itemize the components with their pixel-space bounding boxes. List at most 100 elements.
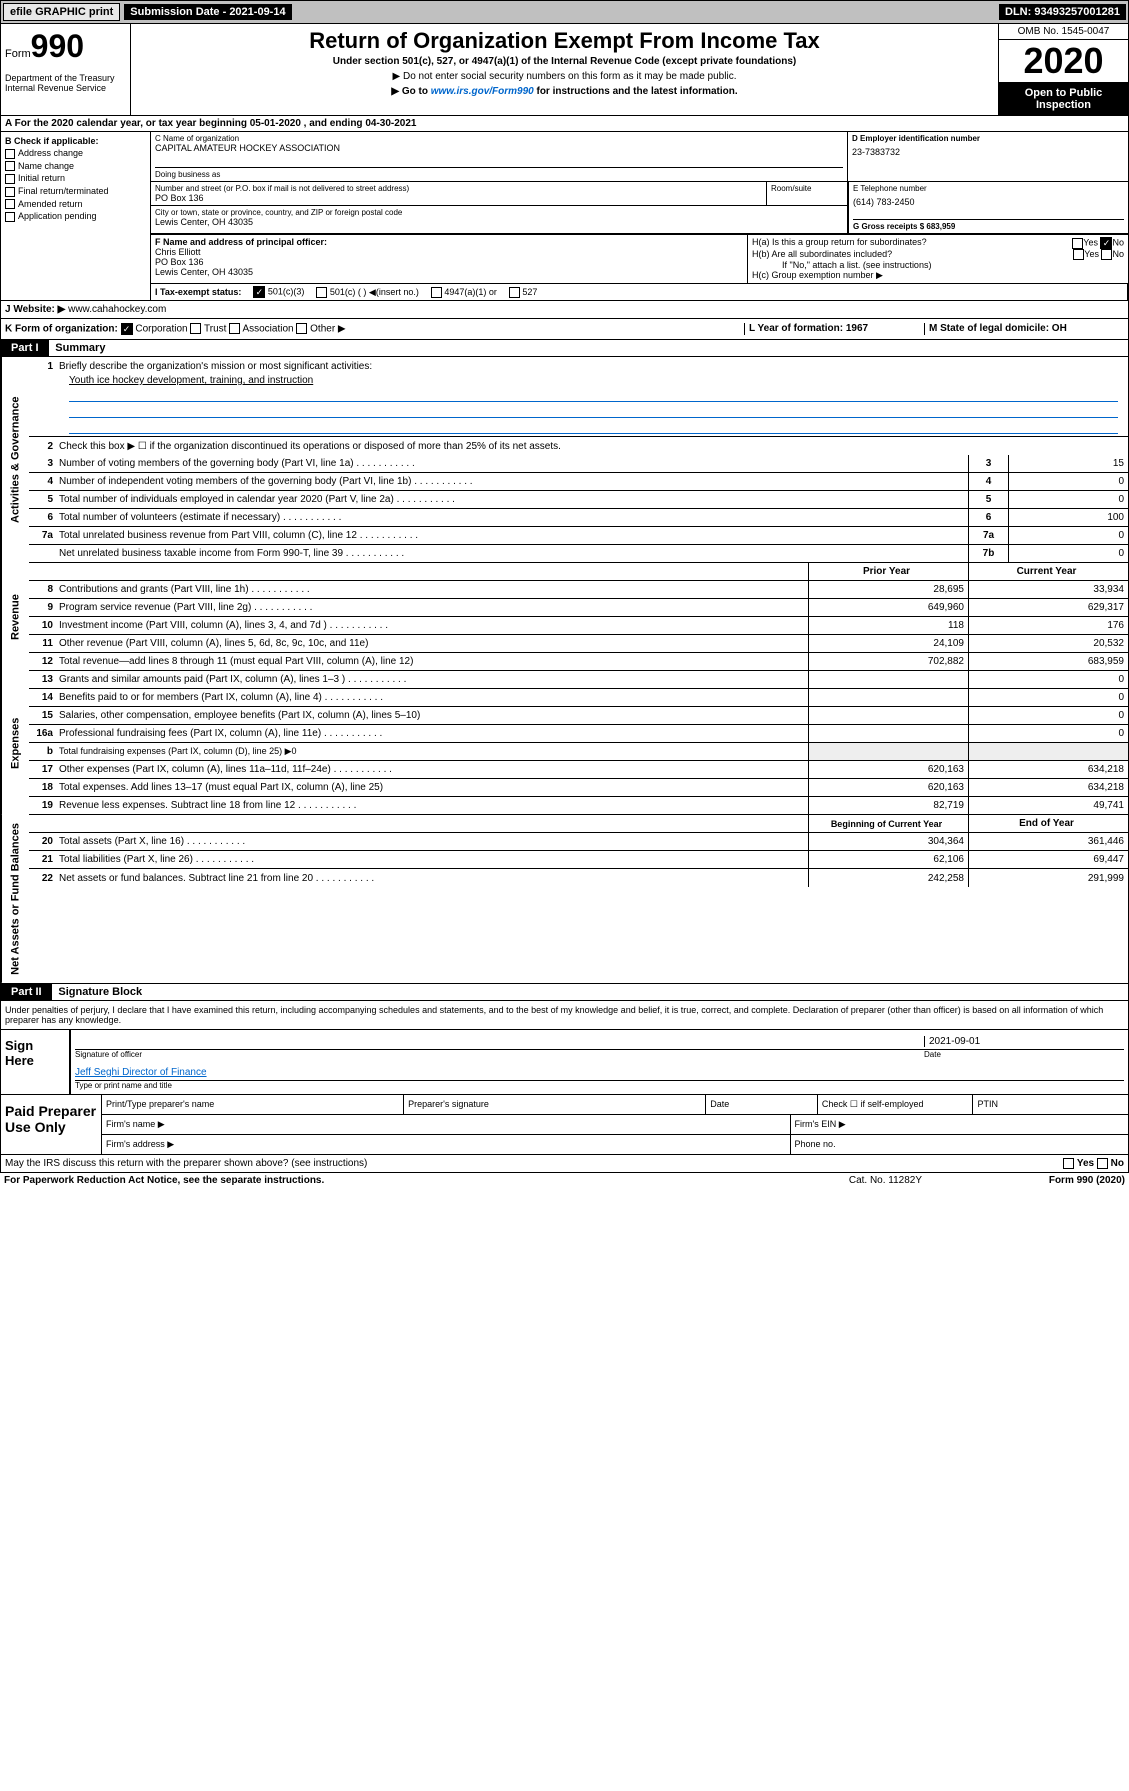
omb-number: OMB No. 1545-0047 — [999, 24, 1128, 40]
section-b: B Check if applicable: Address change Na… — [1, 132, 151, 300]
check-527[interactable] — [509, 287, 520, 298]
section-f: F Name and address of principal officer:… — [151, 235, 748, 283]
row-k: K Form of organization: ✓ Corporation Tr… — [0, 319, 1129, 340]
rev11-prior: 24,109 — [808, 635, 968, 652]
check-other[interactable] — [296, 323, 307, 334]
phone-label: E Telephone number — [853, 184, 1124, 193]
check-association[interactable] — [229, 323, 240, 334]
side-expenses: Expenses — [1, 671, 29, 815]
check-trust[interactable] — [190, 323, 201, 334]
gross-receipts: G Gross receipts $ 683,959 — [853, 219, 1124, 231]
form-subtitle: Under section 501(c), 527, or 4947(a)(1)… — [135, 56, 994, 67]
sign-date: 2021-09-01 — [924, 1036, 1124, 1047]
line7b-desc: Net unrelated business taxable income fr… — [59, 546, 968, 561]
section-bcdefgh: B Check if applicable: Address change Na… — [0, 132, 1129, 301]
firm-name: Firm's name ▶ — [102, 1115, 791, 1134]
exp16a-curr: 0 — [968, 725, 1128, 742]
line6-desc: Total number of volunteers (estimate if … — [59, 510, 968, 525]
line4-desc: Number of independent voting members of … — [59, 474, 968, 489]
line7b-val: 0 — [1008, 545, 1128, 562]
line6-val: 100 — [1008, 509, 1128, 526]
discuss-no[interactable] — [1097, 1158, 1108, 1169]
exp17-prior: 620,163 — [808, 761, 968, 778]
rev10-curr: 176 — [968, 617, 1128, 634]
check-final-return[interactable]: Final return/terminated — [5, 186, 146, 197]
sign-here-label: Sign Here — [1, 1030, 71, 1094]
inspection-notice: Open to Public Inspection — [999, 83, 1128, 115]
irs-link[interactable]: www.irs.gov/Form990 — [431, 86, 534, 97]
section-cdefg: C Name of organization CAPITAL AMATEUR H… — [151, 132, 1128, 300]
side-governance: Activities & Governance — [1, 357, 29, 563]
form-footer: Form 990 (2020) — [1049, 1175, 1125, 1186]
line5-val: 0 — [1008, 491, 1128, 508]
cat-no: Cat. No. 11282Y — [849, 1175, 1049, 1186]
submission-date: Submission Date - 2021-09-14 — [124, 4, 291, 20]
check-corporation[interactable]: ✓ — [121, 323, 133, 335]
part2-header: Part II Signature Block — [0, 984, 1129, 1001]
rev12-prior: 702,882 — [808, 653, 968, 670]
city: Lewis Center, OH 43035 — [155, 217, 843, 227]
city-label: City or town, state or province, country… — [155, 208, 843, 217]
firm-addr: Firm's address ▶ — [102, 1135, 791, 1154]
rev9-curr: 629,317 — [968, 599, 1128, 616]
na22-curr: 291,999 — [968, 869, 1128, 887]
summary-netassets: Net Assets or Fund Balances Beginning of… — [0, 815, 1129, 984]
line3-val: 15 — [1008, 455, 1128, 472]
line3-desc: Number of voting members of the governin… — [59, 456, 968, 471]
line2-desc: Check this box ▶ ☐ if the organization d… — [59, 439, 1128, 454]
line7a-desc: Total unrelated business revenue from Pa… — [59, 528, 968, 543]
row-j: J Website: ▶ www.cahahockey.com — [0, 301, 1129, 319]
paid-preparer-label: Paid Preparer Use Only — [1, 1095, 101, 1154]
section-eg: E Telephone number (614) 783-2450 G Gros… — [848, 182, 1128, 233]
ein-label: D Employer identification number — [852, 134, 1124, 143]
na22-prior: 242,258 — [808, 869, 968, 887]
efile-btn[interactable]: efile GRAPHIC print — [3, 3, 120, 21]
dln: DLN: 93493257001281 — [999, 4, 1126, 20]
hc-label: H(c) Group exemption number ▶ — [752, 270, 1124, 281]
note-ssn: ▶ Do not enter social security numbers o… — [135, 71, 994, 82]
hb-note: If "No," attach a list. (see instruction… — [752, 260, 1124, 270]
year-formation: L Year of formation: 1967 — [744, 323, 924, 335]
check-initial-return[interactable]: Initial return — [5, 173, 146, 184]
sig-officer-label: Signature of officer — [75, 1050, 924, 1059]
check-501c3[interactable]: ✓ — [253, 286, 265, 298]
discuss-yes[interactable] — [1063, 1158, 1074, 1169]
exp14-curr: 0 — [968, 689, 1128, 706]
officer-name: Chris Elliott — [155, 247, 743, 257]
ein: 23-7383732 — [852, 147, 1124, 157]
name-title-label: Type or print name and title — [75, 1081, 1124, 1090]
rev11-curr: 20,532 — [968, 635, 1128, 652]
form-id-box: Form990 Department of the Treasury Inter… — [1, 24, 131, 115]
year-box: OMB No. 1545-0047 2020 Open to Public In… — [998, 24, 1128, 115]
addr: PO Box 136 — [155, 193, 762, 203]
hdr-end: End of Year — [968, 815, 1128, 832]
check-address-change[interactable]: Address change — [5, 148, 146, 159]
preparer-self-hdr: Check ☐ if self-employed — [818, 1095, 974, 1114]
line7a-val: 0 — [1008, 527, 1128, 544]
check-name-change[interactable]: Name change — [5, 161, 146, 172]
paperwork-notice: For Paperwork Reduction Act Notice, see … — [4, 1175, 849, 1186]
state-domicile: M State of legal domicile: OH — [924, 323, 1124, 335]
officer-label: F Name and address of principal officer: — [155, 237, 743, 247]
exp19-prior: 82,719 — [808, 797, 968, 814]
line16b-desc: Total fundraising expenses (Part IX, col… — [59, 744, 808, 759]
hdr-curr: Current Year — [968, 563, 1128, 580]
na20-prior: 304,364 — [808, 833, 968, 850]
check-4947[interactable] — [431, 287, 442, 298]
org-name-cell: C Name of organization CAPITAL AMATEUR H… — [151, 132, 848, 181]
sig-date-label: Date — [924, 1050, 1124, 1059]
check-501c[interactable] — [316, 287, 327, 298]
part1-header: Part I Summary — [0, 340, 1129, 357]
exp13-curr: 0 — [968, 671, 1128, 688]
check-amended[interactable]: Amended return — [5, 199, 146, 210]
side-netassets: Net Assets or Fund Balances — [1, 815, 29, 983]
form-title: Return of Organization Exempt From Incom… — [135, 28, 994, 54]
check-application-pending[interactable]: Application pending — [5, 211, 146, 222]
paid-preparer-box: Paid Preparer Use Only Print/Type prepar… — [1, 1094, 1128, 1154]
preparer-ptin-hdr: PTIN — [973, 1095, 1128, 1114]
officer-name-link[interactable]: Jeff Seghi Director of Finance — [75, 1067, 207, 1078]
room-label: Room/suite — [771, 184, 843, 193]
rev9-prior: 649,960 — [808, 599, 968, 616]
exp18-prior: 620,163 — [808, 779, 968, 796]
side-revenue: Revenue — [1, 563, 29, 671]
